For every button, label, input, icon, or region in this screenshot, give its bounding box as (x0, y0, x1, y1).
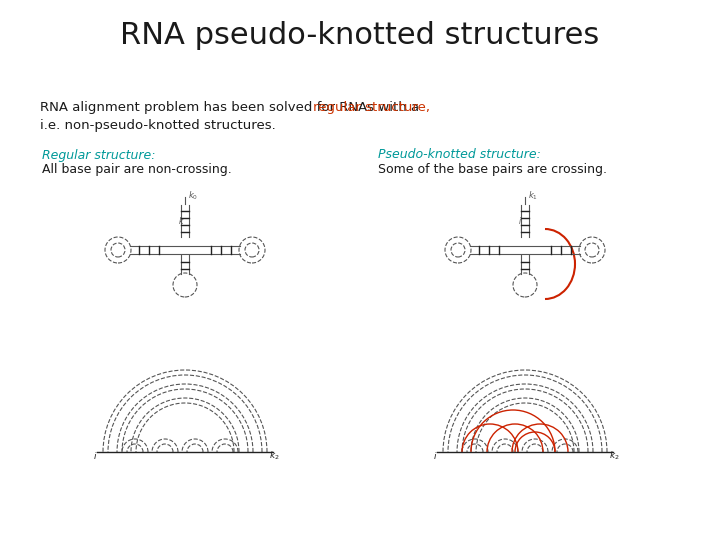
Text: RNA pseudo-knotted structures: RNA pseudo-knotted structures (120, 21, 600, 50)
Text: regular structure,: regular structure, (312, 102, 430, 114)
Text: $i$: $i$ (93, 450, 97, 461)
Text: i.e. non-pseudo-knotted structures.: i.e. non-pseudo-knotted structures. (40, 118, 276, 132)
Text: All base pair are non-crossing.: All base pair are non-crossing. (42, 164, 232, 177)
Text: $i$: $i$ (433, 450, 438, 461)
Text: RNA alignment problem has been solved for RNAs with a: RNA alignment problem has been solved fo… (40, 102, 423, 114)
Text: $k_1$: $k_1$ (528, 190, 538, 202)
Text: $k_2$: $k_2$ (609, 450, 620, 462)
Text: Pseudo-knotted structure:: Pseudo-knotted structure: (378, 148, 541, 161)
Text: $k_2$: $k_2$ (269, 450, 279, 462)
Text: $k_0$: $k_0$ (188, 190, 198, 202)
Text: Some of the base pairs are crossing.: Some of the base pairs are crossing. (378, 164, 607, 177)
Text: Regular structure:: Regular structure: (42, 148, 156, 161)
Text: $k$: $k$ (178, 215, 184, 226)
Text: $i$: $i$ (518, 215, 522, 226)
